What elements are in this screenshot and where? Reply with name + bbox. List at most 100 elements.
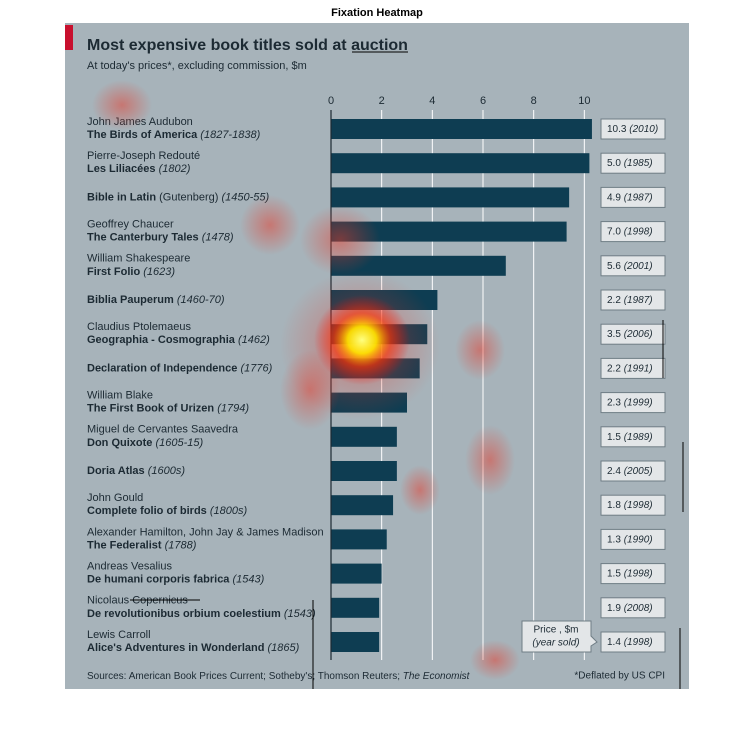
value-box (600, 563, 666, 585)
book-title: Alice's Adventures in Wonderland (87, 642, 264, 654)
book-title: The First Book of Urizen (87, 403, 214, 415)
bar (331, 392, 407, 413)
price-sold: 2.2 (607, 295, 621, 306)
category-label: The Birds of America (1827-1838) (87, 129, 261, 141)
value-box-label: 4.9 (1987) (607, 192, 653, 203)
bar (331, 119, 592, 139)
year-sold: (1990) (624, 534, 653, 545)
bar (331, 495, 394, 516)
year-sold: (1998) (624, 226, 653, 237)
year-sold: (1998) (624, 500, 653, 511)
year-sold: (1991) (624, 363, 653, 374)
value-box (600, 323, 666, 345)
book-title: De humani corporis fabrica (87, 574, 230, 586)
value-box-label: 1.4 (1998) (607, 637, 653, 648)
price-sold: 1.8 (607, 500, 621, 511)
date-label: (1800s) (210, 505, 248, 517)
price-sold: 1.4 (607, 637, 621, 648)
value-box-label: 1.5 (1989) (607, 431, 653, 442)
category-label: De humani corporis fabrica (1543) (87, 574, 265, 586)
bar (331, 597, 380, 618)
author-label: William Blake (87, 390, 153, 402)
year-sold: (2001) (624, 260, 653, 271)
value-box (600, 152, 666, 174)
book-title: De revolutionibus orbium coelestium (87, 608, 281, 620)
date-label: (1776) (240, 362, 272, 374)
author-label: Miguel de Cervantes Saavedra (87, 424, 239, 436)
source-italic: The Economist (403, 671, 471, 682)
category-label: Doria Atlas (1600s) (87, 465, 185, 477)
author-label: Alexander Hamilton, John Jay & James Mad… (87, 526, 324, 538)
book-title: The Birds of America (87, 129, 198, 141)
value-box (600, 221, 666, 243)
category-label: Bible in Latin (Gutenberg) (1450-55) (87, 191, 270, 203)
book-title: The Canterbury Tales (87, 232, 199, 244)
bar (331, 358, 420, 379)
value-box (600, 357, 666, 379)
author-label: Lewis Carroll (87, 629, 151, 641)
date-label: (1827-1838) (200, 129, 260, 141)
legend: Price , $m (year sold) (521, 620, 598, 653)
category-label: The First Book of Urizen (1794) (87, 403, 249, 415)
bar (331, 529, 387, 550)
category-label: First Folio (1623) (87, 266, 175, 278)
value-box-label: 1.5 (1998) (607, 568, 653, 579)
value-box-label: 7.0 (1998) (607, 226, 653, 237)
accent (65, 25, 73, 50)
author-label: John James Audubon (87, 116, 193, 128)
date-label: (1794) (217, 403, 249, 415)
book-title: Bible in Latin (87, 191, 156, 203)
category-label: The Federalist (1788) (87, 539, 197, 551)
legend-title: Price , $m (533, 625, 578, 636)
value-box-label: 10.3 (2010) (607, 124, 658, 135)
bar (331, 255, 506, 276)
year-sold: (1989) (624, 431, 653, 442)
category-label: The Canterbury Tales (1478) (87, 232, 234, 244)
year-sold: (1987) (624, 295, 653, 306)
bar (331, 290, 438, 310)
price-sold: 2.4 (607, 466, 621, 477)
date-label: (1543) (284, 608, 316, 620)
value-box-label: 1.8 (1998) (607, 500, 653, 511)
value-box (600, 118, 666, 140)
value-box-label: 5.6 (2001) (607, 260, 653, 271)
value-box-label: 1.3 (1990) (607, 534, 653, 545)
x-tick-label: 0 (328, 95, 334, 107)
chart-subtitle: At today's prices*, excluding commission… (87, 60, 307, 72)
title-note: (Gutenberg) (159, 191, 218, 203)
year-sold: (1999) (624, 397, 653, 408)
date-label: (1802) (159, 163, 191, 175)
value-box (600, 631, 666, 653)
source-text: Sources: American Book Prices Current; S… (87, 671, 403, 682)
year-sold: (1985) (624, 158, 653, 169)
year-sold: (1998) (624, 637, 653, 648)
year-sold: (2005) (624, 466, 653, 477)
book-title: First Folio (87, 266, 140, 278)
bar (331, 324, 428, 345)
author-label: William Shakespeare (87, 253, 190, 265)
date-label: (1460-70) (177, 294, 225, 306)
source: Sources: American Book Prices Current; S… (87, 671, 471, 682)
author-label: Claudius Ptolemaeus (87, 321, 191, 333)
value-box-label: 5.0 (1985) (607, 158, 653, 169)
price-sold: 1.5 (607, 431, 621, 442)
x-tick-label: 10 (578, 95, 590, 107)
date-label: (1788) (165, 539, 197, 551)
bar (331, 153, 590, 174)
book-title: Complete folio of birds (87, 505, 207, 517)
date-label: (1623) (143, 266, 175, 278)
price-sold: 3.5 (607, 329, 621, 340)
date-label: (1462) (238, 334, 270, 346)
category-label: Les Liliacées (1802) (87, 163, 191, 175)
value-box-label: 2.2 (1987) (607, 295, 653, 306)
x-tick-label: 2 (379, 95, 385, 107)
author-label: Andreas Vesalius (87, 561, 172, 573)
x-tick-label: 8 (531, 95, 537, 107)
date-label: (1478) (202, 232, 234, 244)
book-title: Biblia Pauperum (87, 294, 174, 306)
bar (331, 221, 567, 242)
author-label: Geoffrey Chaucer (87, 219, 174, 231)
price-sold: 5.0 (607, 158, 621, 169)
date-label: (1450-55) (222, 191, 270, 203)
